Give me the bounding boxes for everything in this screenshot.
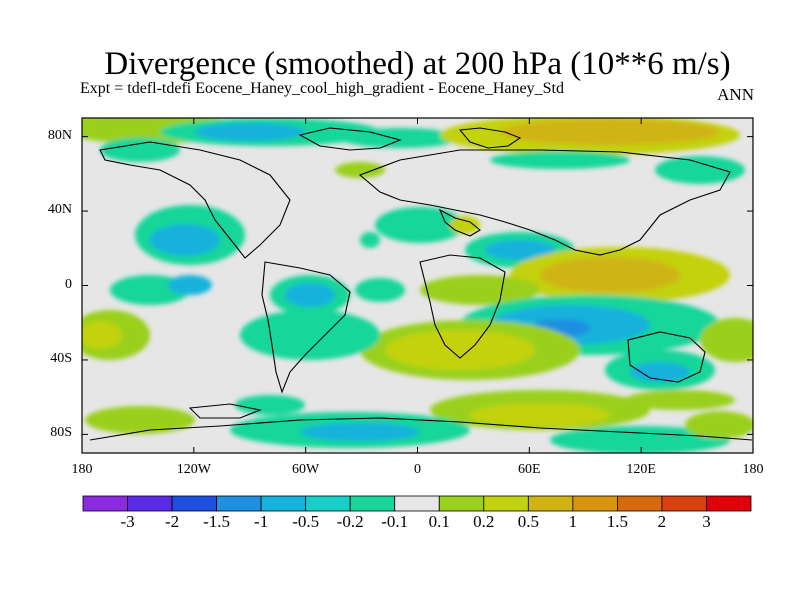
lat-tick-label: 80S: [50, 425, 72, 441]
colorbar-label: -0.1: [381, 512, 409, 531]
plot-title: Divergence (smoothed) at 200 hPa (10**6 …: [104, 46, 731, 82]
lon-tick-label: 120W: [176, 462, 211, 477]
experiment-subtitle: Expt = tdefl-tdefi Eocene_Haney_cool_hig…: [80, 80, 564, 97]
colorbar-swatch: [661, 495, 707, 512]
lon-tick-label: 180: [742, 462, 764, 477]
colorbar-label: -1: [254, 512, 269, 531]
colorbar-label: 1.5: [606, 512, 629, 531]
colorbar-swatch: [527, 495, 574, 512]
colorbar-swatch: [706, 495, 752, 512]
lat-tick-label: 0: [65, 276, 72, 292]
colorbar-swatch: [572, 495, 618, 512]
colorbar-label: -0.2: [336, 512, 364, 531]
lon-tick-label: 120E: [626, 462, 656, 477]
lon-tick-label: 60W: [292, 462, 320, 477]
colorbar-swatch: [617, 495, 663, 512]
colorbar-swatch: [305, 495, 351, 512]
lat-tick-label: 80N: [47, 127, 72, 143]
colorbar-label: 0.2: [473, 512, 495, 531]
colorbar-swatch: [438, 495, 485, 512]
colorbar-swatch: [82, 495, 128, 512]
colorbar: [82, 495, 752, 512]
colorbar-label: 0.5: [517, 512, 539, 531]
colorbar-label: 2: [657, 512, 667, 531]
lat-tick-label: 40S: [50, 350, 72, 366]
colorbar-label: 3: [702, 512, 711, 531]
season-label: ANN: [717, 85, 754, 104]
colorbar-swatch: [171, 495, 217, 512]
axis-ticks: [81, 118, 754, 453]
colorbar-swatch: [394, 495, 440, 512]
colorbar-swatch: [260, 495, 307, 512]
colorbar-label: 1: [568, 512, 578, 531]
colorbar-swatch: [127, 495, 173, 512]
lat-tick-label: 40N: [47, 202, 72, 218]
colorbar-label: -1.5: [203, 512, 231, 531]
colorbar-swatch: [483, 495, 529, 512]
colorbar-label: 0.1: [428, 512, 450, 531]
colorbar-swatch: [216, 495, 262, 512]
lon-tick-label: 60E: [518, 462, 541, 477]
continent-outlines: [89, 127, 753, 441]
colorbar-label: -0.5: [292, 512, 320, 531]
lon-tick-label: 180: [71, 462, 93, 477]
colorbar-swatch: [349, 495, 396, 512]
lon-tick-label: 0: [414, 462, 421, 477]
colorbar-label: -3: [120, 512, 135, 531]
colorbar-label: -2: [164, 512, 180, 531]
